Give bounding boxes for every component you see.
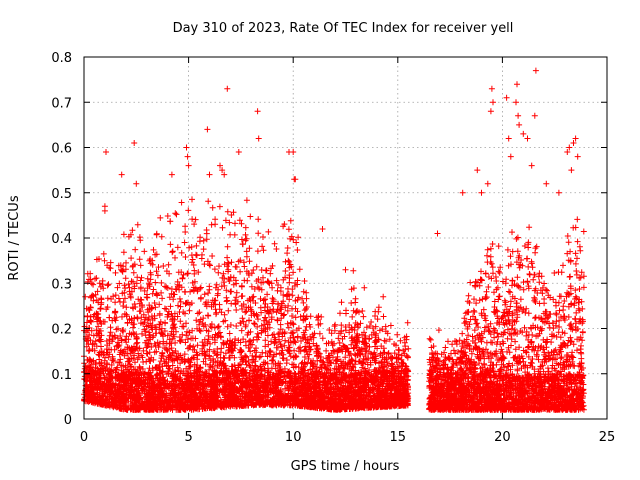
roti-series-markers: [81, 67, 587, 413]
x-tick-label: 20: [494, 430, 511, 445]
x-axis-label: GPS time / hours: [291, 459, 400, 474]
y-tick-label: 0.6: [51, 142, 72, 157]
x-tick-label: 25: [599, 430, 616, 445]
x-tick-label: 15: [390, 430, 407, 445]
y-axis-ticks: 0 0.1 0.2 0.3 0.4 0.5 0.6 0.7 0.8: [51, 51, 607, 428]
y-tick-label: 0.8: [51, 51, 72, 66]
y-tick-label: 0.3: [51, 277, 72, 292]
x-axis-ticks: 0 5 10 15 20 25: [80, 57, 615, 445]
x-tick-label: 5: [184, 430, 192, 445]
data-points: [81, 67, 587, 413]
y-tick-label: 0.2: [51, 323, 72, 338]
y-tick-label: 0.5: [51, 187, 72, 202]
x-tick-label: 0: [80, 430, 88, 445]
y-tick-label: 0.1: [51, 368, 72, 383]
x-tick-label: 10: [285, 430, 302, 445]
y-tick-label: 0.7: [51, 96, 72, 111]
y-axis-label: ROTI / TECUs: [7, 195, 22, 280]
chart-title: Day 310 of 2023, Rate Of TEC Index for r…: [173, 21, 514, 36]
y-tick-label: 0.4: [51, 232, 72, 247]
y-tick-label: 0: [64, 413, 72, 428]
